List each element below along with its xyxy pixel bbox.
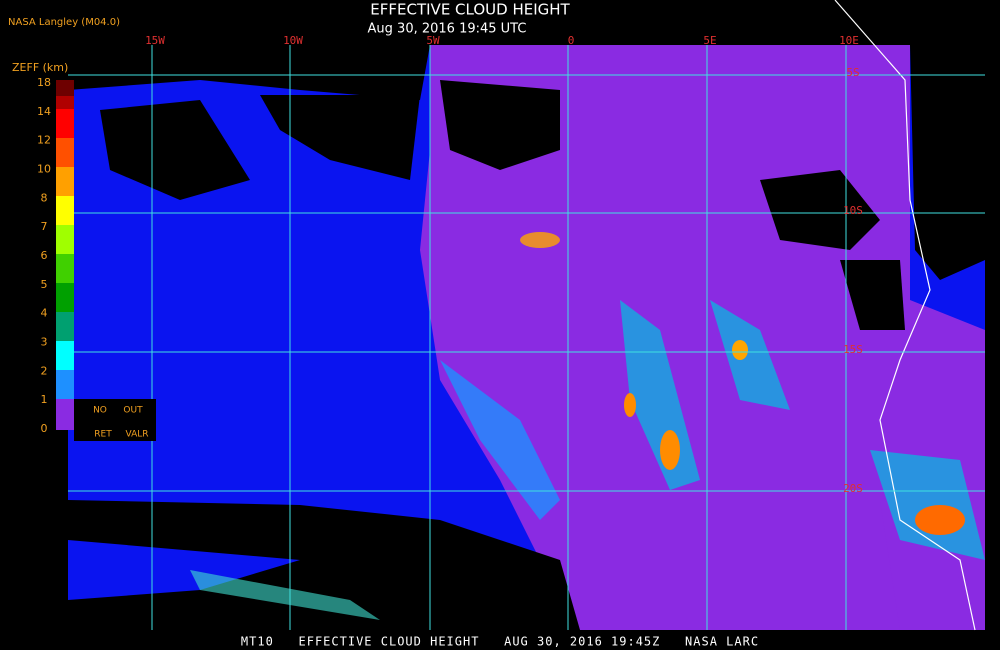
high-cloud — [520, 232, 560, 248]
legend-label: 12 — [37, 134, 51, 147]
legend-label: 7 — [41, 220, 48, 233]
lat-label: 5S — [846, 66, 859, 79]
legend-swatch — [56, 138, 74, 167]
legend-label: 14 — [37, 105, 51, 118]
title: EFFECTIVE CLOUD HEIGHT — [370, 1, 570, 19]
legend-label: 2 — [41, 364, 48, 377]
legend-swatch — [56, 370, 74, 399]
lat-label: 15S — [843, 343, 863, 356]
lon-label: 5E — [703, 34, 716, 47]
legend-label: 10 — [37, 163, 51, 176]
legend-swatch — [56, 80, 74, 96]
legend-label: 6 — [41, 249, 48, 262]
cloud-band — [190, 570, 380, 620]
lon-label: 5W — [426, 34, 440, 47]
legend-label: 5 — [41, 278, 48, 291]
lat-label: 20S — [843, 482, 863, 495]
legend-title: ZEFF (km) — [12, 61, 68, 74]
legend-label: 4 — [41, 307, 48, 320]
legend-swatch — [56, 196, 74, 225]
legend-flag: NO — [93, 406, 107, 416]
legend-flag: RET — [94, 430, 112, 440]
legend-label: 18 — [37, 76, 51, 89]
land — [910, 45, 985, 280]
high-cloud — [660, 430, 680, 470]
coastline — [834, 0, 976, 631]
high-cloud — [624, 393, 636, 417]
legend-label: 8 — [41, 191, 48, 204]
legend-flag: OUT — [123, 406, 143, 416]
lon-label: 0 — [568, 34, 575, 47]
cloud-band — [620, 300, 700, 490]
legend-label: 3 — [41, 336, 48, 349]
legend-box — [74, 399, 156, 441]
legend-swatch — [56, 109, 74, 138]
subtitle: Aug 30, 2016 19:45 UTC — [368, 22, 527, 37]
high-cloud — [915, 505, 965, 535]
clear-sky — [760, 170, 880, 250]
cloud-band — [710, 300, 790, 410]
high-cloud — [732, 340, 748, 360]
clear-sky — [260, 95, 420, 180]
clear-sky — [840, 260, 905, 330]
legend-swatch — [56, 167, 74, 196]
legend-swatch — [56, 96, 74, 109]
clear-sky — [68, 500, 580, 630]
clear-sky — [440, 80, 560, 170]
footer: MT10 EFFECTIVE CLOUD HEIGHT AUG 30, 2016… — [241, 635, 759, 649]
source: NASA Langley (M04.0) — [8, 17, 120, 28]
lon-label: 15W — [145, 34, 165, 47]
cloud-band — [870, 450, 985, 560]
clear-sky — [68, 45, 430, 100]
graticule: 15W 10W 5W 0 5E 10E 5S 10S 15S 20S — [68, 34, 985, 630]
legend-label: 1 — [41, 393, 48, 406]
lon-label: 10W — [283, 34, 303, 47]
legend-label: 0 — [41, 422, 48, 435]
image-area — [68, 0, 985, 631]
legend-swatch — [56, 254, 74, 283]
legend-swatch — [56, 283, 74, 312]
legend-flag: VALR — [125, 430, 148, 440]
legend-swatch — [56, 399, 74, 430]
legend-swatch — [56, 312, 74, 341]
lat-label: 10S — [843, 204, 863, 217]
clear-sky — [100, 100, 250, 200]
cloud-band — [440, 360, 560, 520]
legend-swatch — [56, 225, 74, 254]
lon-label: 10E — [839, 34, 859, 47]
legend-swatch — [56, 341, 74, 370]
